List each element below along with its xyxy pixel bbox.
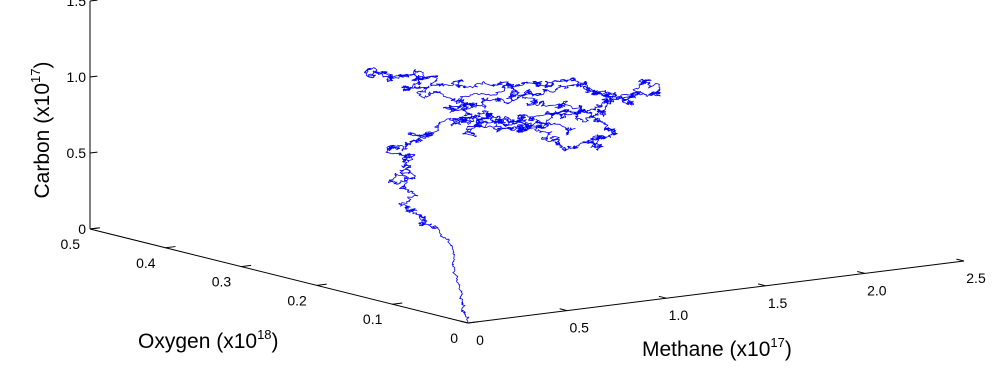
oxygen-axis-title: Oxygen (x1018) xyxy=(138,327,279,353)
methane-axis-line xyxy=(467,260,965,324)
methane-tick xyxy=(857,271,865,274)
methane-tick-label: 0 xyxy=(476,332,484,348)
methane-tick xyxy=(559,308,568,312)
ticks-layer: 00.51.01.52.02.500.10.20.30.40.500.51.01… xyxy=(61,0,986,348)
oxygen-tick xyxy=(316,283,327,286)
methane-tick-label: 1.5 xyxy=(768,295,788,311)
carbon-tick xyxy=(89,151,98,154)
oxygen-tick-label: 0.3 xyxy=(212,274,232,290)
carbon-axis-exponent: 17 xyxy=(28,68,43,82)
methane-tick xyxy=(460,320,469,324)
oxygen-tick xyxy=(165,246,176,249)
carbon-tick xyxy=(89,227,98,230)
methane-tick xyxy=(757,283,766,287)
oxygen-tick-label: 0.2 xyxy=(287,292,307,308)
methane-tick-label: 2.0 xyxy=(867,282,887,298)
methane-axis-title: Methane (x1017) xyxy=(642,335,792,361)
carbon-tick xyxy=(89,75,98,78)
oxygen-axis-label: Oxygen (x10 xyxy=(138,330,257,353)
carbon-axis-title: Carbon (x1017) xyxy=(28,61,54,198)
labels-layer: Carbon (x1017) Oxygen (x1018) Methane (x… xyxy=(28,61,792,361)
carbon-axis-suffix: ) xyxy=(31,61,54,68)
axes-layer xyxy=(89,1,965,324)
oxygen-tick xyxy=(467,321,478,324)
methane-axis-label: Methane (x10 xyxy=(642,338,770,361)
oxygen-axis-suffix: ) xyxy=(272,330,279,353)
oxygen-axis-exponent: 18 xyxy=(257,327,271,342)
oxygen-tick xyxy=(241,264,252,268)
oxygen-tick-label: 0 xyxy=(450,330,458,346)
carbon-tick-label: 0 xyxy=(78,221,86,237)
carbon-tick-label: 1.0 xyxy=(67,69,87,85)
series-layer xyxy=(364,67,661,324)
oxygen-tick xyxy=(392,302,403,305)
carbon-tick-label: 0.5 xyxy=(67,145,87,161)
oxygen-tick-label: 0.5 xyxy=(61,236,81,252)
oxygen-tick-label: 0.4 xyxy=(136,255,156,271)
carbon-axis-label: Carbon (x10 xyxy=(31,83,54,199)
methane-axis-exponent: 17 xyxy=(770,335,784,350)
methane-tick-label: 0.5 xyxy=(569,320,589,336)
carbon-tick xyxy=(89,0,98,2)
oxygen-axis-line xyxy=(89,228,469,324)
methane-axis-suffix: ) xyxy=(785,338,792,361)
methane-tick-label: 2.5 xyxy=(966,270,986,286)
methane-tick-label: 1.0 xyxy=(669,307,689,323)
carbon-tick-label: 1.5 xyxy=(67,0,87,9)
methane-tick xyxy=(658,295,667,299)
oxygen-tick-label: 0.1 xyxy=(363,311,383,327)
trajectory-line-0 xyxy=(364,67,661,324)
methane-tick xyxy=(956,258,965,262)
